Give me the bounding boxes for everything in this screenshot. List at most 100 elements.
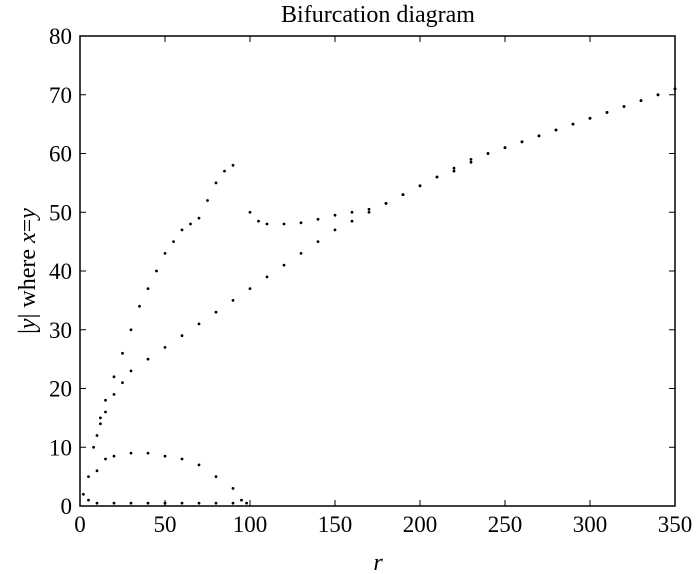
data-point [189,222,192,226]
data-point [95,434,99,437]
y-tick-label: 10 [49,435,72,460]
y-axis-label-equals: = [15,219,41,233]
y-tick-label: 80 [49,24,72,49]
plot-area [79,35,677,507]
data-point [299,221,303,225]
data-point [180,501,184,505]
data-point [435,175,439,179]
x-tick-label: 300 [573,512,608,537]
data-point [104,410,107,414]
y-axis-label-var-x: x [15,232,41,244]
data-point [155,269,158,273]
x-tick-label: 350 [658,512,693,537]
data-point [197,322,201,326]
data-point [180,334,184,337]
data-point [452,169,456,173]
y-axis-label: |y| where x=y [15,208,41,334]
data-point [92,445,95,449]
x-tick-label: 250 [488,512,523,537]
data-point [537,134,541,138]
data-point [146,287,150,290]
data-point [112,501,116,505]
data-point [503,146,507,150]
x-tick-label: 0 [74,512,86,537]
data-point [248,210,252,214]
y-tick-label: 40 [49,259,72,284]
data-point [197,501,201,505]
data-point [622,105,626,108]
x-tick-label: 200 [403,512,438,537]
data-point [639,99,643,102]
data-point [333,213,337,217]
data-point [265,222,269,226]
y-tick-label: 0 [61,494,73,519]
data-point [112,393,116,396]
y-axis-label-bar-left: | [15,329,41,334]
data-point [350,219,354,223]
data-point [248,287,252,290]
y-tick-label: 60 [49,142,72,167]
x-axis-ticks: 0 50 100 150 200 250 300 350 [74,36,692,537]
data-point [129,451,133,455]
data-point [554,128,558,132]
data-point [99,422,102,426]
data-point [469,160,473,164]
data-point [605,111,609,114]
y-tick-label: 20 [49,377,72,402]
data-point [214,181,218,185]
data-point [172,240,175,244]
data-point [163,252,167,255]
data-point [452,166,456,170]
data-point [163,346,167,349]
data-point [138,304,141,308]
data-point [87,498,90,502]
data-point [95,469,99,473]
data-point [231,501,235,505]
data-point [214,310,218,314]
data-point [146,357,150,361]
data-points-layer [82,87,677,505]
data-point [180,457,184,461]
data-point [206,199,209,202]
data-point [99,416,102,420]
data-point [333,228,337,232]
data-point [350,210,354,214]
data-point [265,275,269,279]
data-point [146,501,150,505]
data-point [121,351,124,355]
data-point [82,492,85,496]
y-axis-label-var-y2: y [15,208,41,221]
data-point [104,398,107,402]
y-tick-label: 50 [49,200,72,225]
data-point [282,263,286,267]
data-point [257,219,260,223]
data-point [197,216,201,220]
x-axis-label: r [373,550,383,574]
data-point [299,252,303,255]
data-point [223,169,226,173]
data-point [367,207,371,211]
data-point [121,381,124,384]
data-point [231,163,235,167]
data-point [104,457,107,461]
data-point [571,122,575,126]
y-axis-label-var-y: y [15,318,41,331]
data-point [231,487,235,490]
data-point [95,501,99,505]
plot-background [80,36,675,506]
y-tick-label: 70 [49,83,72,108]
data-point [112,375,116,379]
data-point [469,158,473,161]
data-point [231,299,235,302]
data-point [87,475,90,478]
data-point [112,454,116,458]
data-point [146,451,150,455]
data-point [486,152,490,155]
data-point [588,116,592,120]
data-point [214,475,218,478]
y-tick-label: 30 [49,318,72,343]
data-point [240,498,243,502]
y-axis-label-where: | where [15,243,41,318]
data-point [367,210,371,214]
